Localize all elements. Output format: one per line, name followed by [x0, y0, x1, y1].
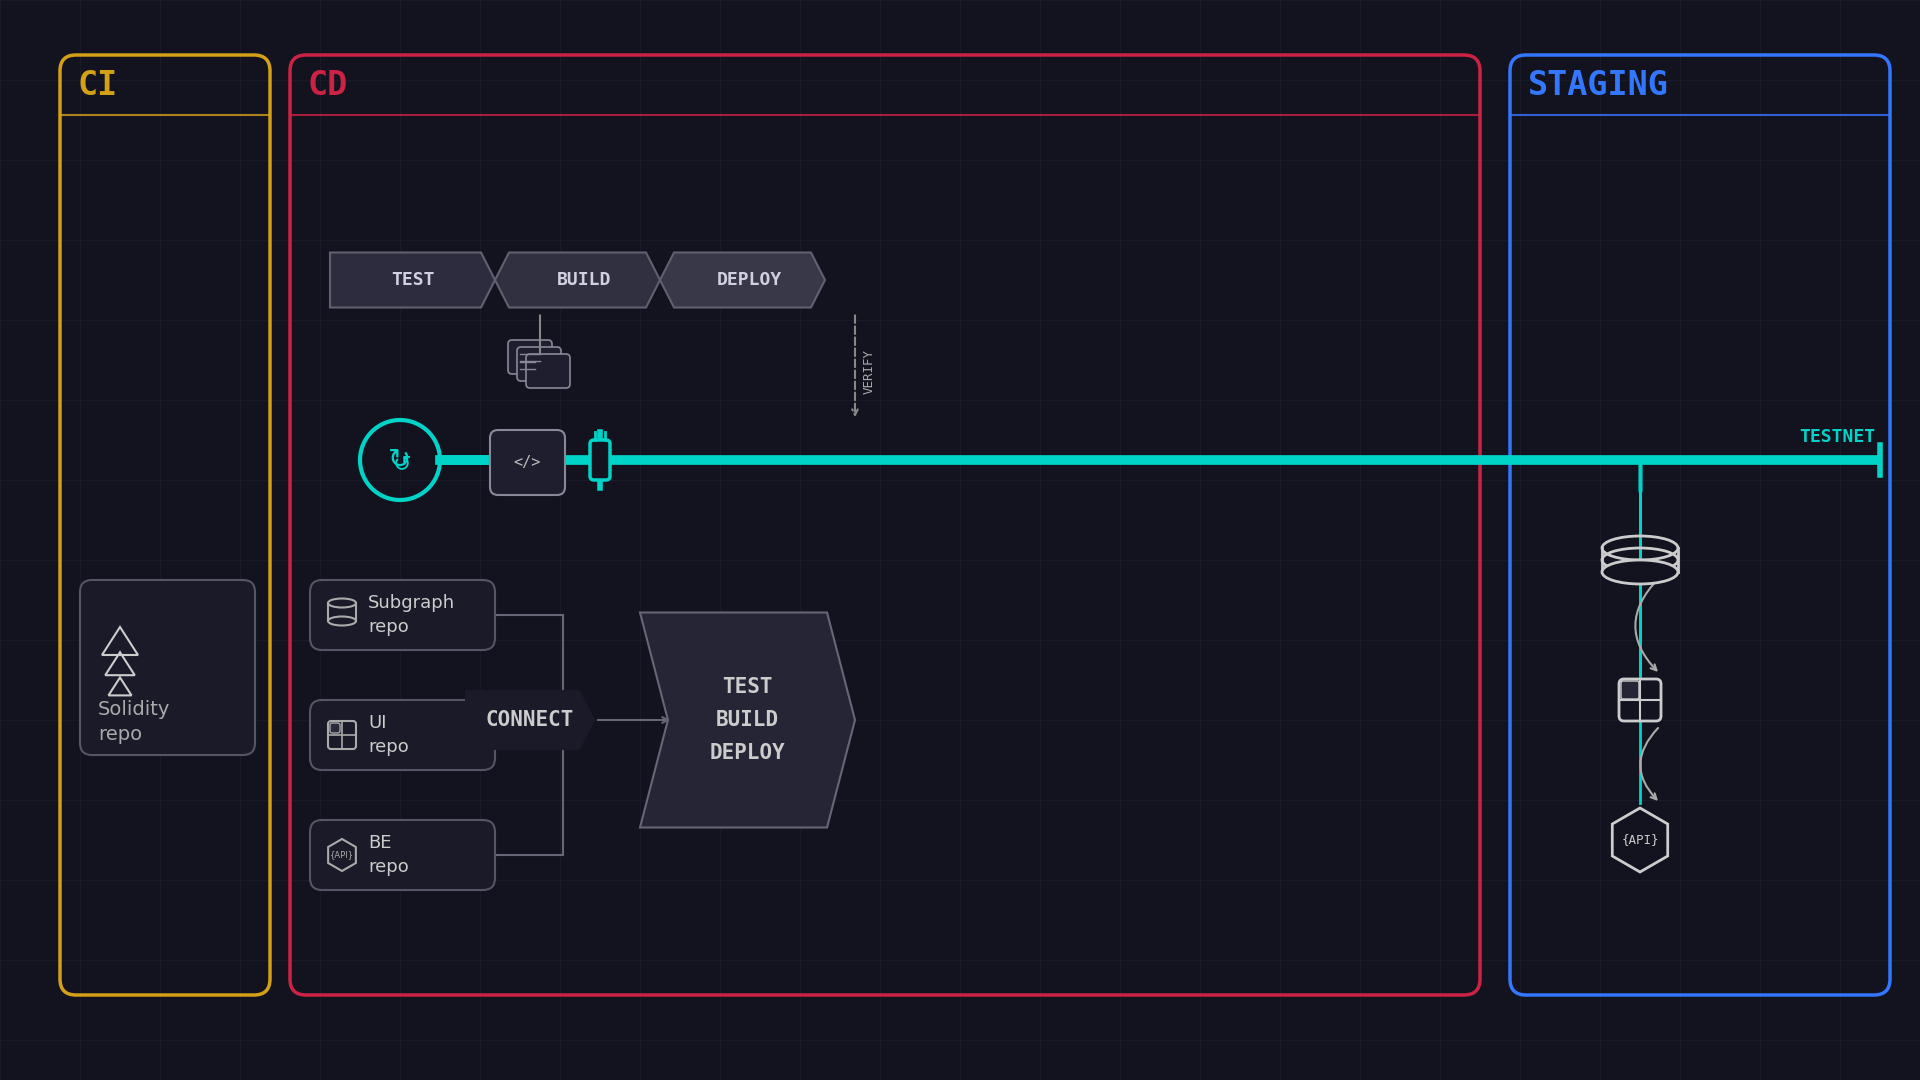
Text: DEPLOY: DEPLOY — [716, 271, 781, 289]
FancyBboxPatch shape — [81, 580, 255, 755]
Text: {API}: {API} — [330, 851, 353, 860]
Text: VERIFY: VERIFY — [862, 349, 876, 394]
Text: {API}: {API} — [1620, 834, 1659, 847]
FancyBboxPatch shape — [589, 440, 611, 480]
Text: Solidity
repo: Solidity repo — [98, 700, 171, 744]
Text: ↺: ↺ — [394, 454, 411, 474]
Ellipse shape — [1601, 561, 1678, 584]
FancyBboxPatch shape — [309, 700, 495, 770]
FancyBboxPatch shape — [330, 723, 340, 733]
FancyBboxPatch shape — [309, 820, 495, 890]
FancyBboxPatch shape — [516, 347, 561, 381]
Polygon shape — [639, 612, 854, 827]
FancyBboxPatch shape — [526, 354, 570, 388]
FancyBboxPatch shape — [328, 721, 355, 750]
Polygon shape — [330, 253, 495, 308]
Text: </>: </> — [515, 455, 541, 470]
Text: Subgraph
repo: Subgraph repo — [369, 594, 455, 636]
FancyBboxPatch shape — [1619, 679, 1661, 721]
Text: BE
repo: BE repo — [369, 834, 409, 876]
Polygon shape — [465, 690, 595, 750]
Text: ↻: ↻ — [388, 446, 411, 474]
Text: TESTNET: TESTNET — [1799, 428, 1876, 446]
Text: CD: CD — [307, 69, 348, 102]
FancyBboxPatch shape — [309, 580, 495, 650]
FancyBboxPatch shape — [1620, 681, 1640, 699]
Text: UI
repo: UI repo — [369, 714, 409, 756]
FancyBboxPatch shape — [490, 430, 564, 495]
Text: CONNECT: CONNECT — [486, 710, 574, 730]
Text: BUILD: BUILD — [557, 271, 612, 289]
FancyBboxPatch shape — [509, 340, 553, 374]
Text: CI: CI — [79, 69, 119, 102]
Text: STAGING: STAGING — [1528, 69, 1668, 102]
Text: TEST: TEST — [392, 271, 434, 289]
Polygon shape — [660, 253, 826, 308]
Text: TEST
BUILD
DEPLOY: TEST BUILD DEPLOY — [710, 677, 785, 762]
Polygon shape — [495, 253, 660, 308]
